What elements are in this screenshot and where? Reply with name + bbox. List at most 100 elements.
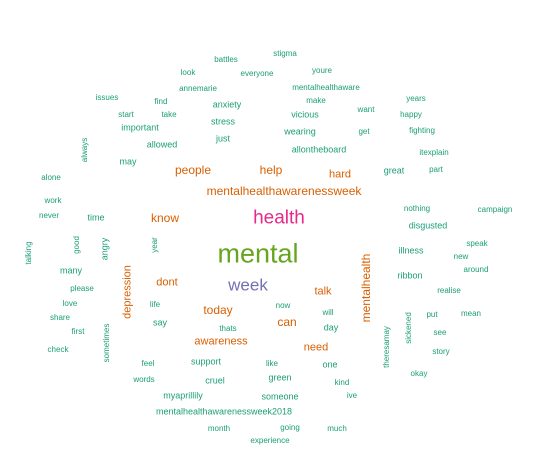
- cloud-word: life: [149, 300, 161, 309]
- cloud-word: never: [38, 211, 60, 220]
- cloud-word: find: [154, 97, 168, 106]
- cloud-word: years: [406, 94, 426, 103]
- cloud-word: time: [87, 212, 105, 223]
- cloud-word: make: [306, 96, 326, 105]
- cloud-word: need: [303, 341, 329, 354]
- cloud-word: put: [426, 310, 438, 319]
- cloud-word: may: [119, 156, 137, 167]
- cloud-word: theresamay: [382, 326, 391, 368]
- cloud-word: vicious: [291, 109, 319, 120]
- cloud-word: fighting: [409, 126, 435, 135]
- cloud-word: see: [433, 328, 447, 337]
- cloud-word: day: [323, 322, 339, 333]
- cloud-word: illness: [398, 245, 424, 256]
- cloud-word: speak: [466, 239, 488, 248]
- cloud-word: ribbon: [397, 270, 423, 281]
- cloud-word: please: [70, 284, 94, 293]
- cloud-word: week: [228, 275, 268, 295]
- cloud-word: start: [118, 110, 134, 119]
- cloud-word: sickened: [404, 312, 413, 344]
- cloud-word: first: [71, 327, 85, 336]
- cloud-word: part: [429, 165, 443, 174]
- cloud-word: support: [190, 356, 222, 367]
- cloud-word: new: [453, 252, 469, 261]
- cloud-word: can: [277, 315, 297, 329]
- cloud-word: just: [215, 133, 231, 144]
- cloud-word: talking: [24, 241, 33, 265]
- cloud-word: angry: [99, 237, 110, 261]
- cloud-word: great: [383, 165, 405, 176]
- cloud-word: happy: [400, 110, 422, 119]
- cloud-word: allontheboard: [291, 144, 347, 155]
- cloud-word: thats: [219, 324, 237, 333]
- cloud-word: one: [322, 359, 338, 370]
- cloud-word: mean: [460, 309, 482, 318]
- cloud-word: love: [62, 299, 78, 308]
- cloud-word: issues: [95, 93, 119, 102]
- cloud-word: ive: [346, 391, 358, 400]
- cloud-word: alone: [41, 173, 61, 182]
- cloud-word: help: [259, 163, 283, 177]
- cloud-word: nothing: [403, 204, 431, 213]
- cloud-word: now: [275, 301, 291, 310]
- cloud-word: wearing: [284, 126, 316, 137]
- cloud-word: share: [49, 313, 71, 322]
- cloud-word: battles: [214, 55, 238, 64]
- cloud-word: kind: [334, 378, 350, 387]
- cloud-word: story: [432, 347, 450, 356]
- cloud-word: like: [265, 359, 279, 368]
- cloud-word: words: [133, 375, 155, 384]
- cloud-word: stress: [210, 116, 236, 127]
- cloud-word: disgusted: [408, 220, 448, 231]
- cloud-word: green: [268, 372, 292, 383]
- cloud-word: myaprillily: [163, 390, 203, 401]
- cloud-word: okay: [410, 369, 428, 378]
- cloud-word: check: [47, 345, 69, 354]
- cloud-word: get: [358, 127, 370, 136]
- cloud-word: people: [174, 163, 212, 177]
- cloud-word: good: [72, 236, 81, 254]
- cloud-word: talk: [314, 285, 332, 298]
- cloud-word: depression: [121, 265, 134, 319]
- cloud-word: everyone: [240, 69, 274, 78]
- cloud-word: around: [463, 265, 489, 274]
- cloud-word: mentalhealthaware: [292, 83, 360, 92]
- cloud-word: sometimes: [102, 323, 111, 363]
- cloud-word: hard: [328, 168, 352, 181]
- cloud-word: many: [59, 265, 83, 276]
- cloud-word: cruel: [205, 375, 225, 386]
- cloud-word: allowed: [146, 139, 178, 150]
- cloud-word: work: [44, 196, 62, 205]
- cloud-word: health: [253, 207, 305, 229]
- cloud-word: mentalhealthawarenessweek: [206, 184, 362, 198]
- cloud-word: will: [322, 308, 334, 317]
- cloud-word: experience: [250, 436, 290, 445]
- cloud-word: going: [280, 423, 300, 432]
- cloud-word: know: [150, 211, 180, 225]
- cloud-word: mentalhealth: [359, 253, 373, 323]
- cloud-word: dont: [156, 276, 178, 289]
- cloud-word: feel: [141, 359, 155, 368]
- cloud-word: realise: [437, 286, 461, 295]
- cloud-word: awareness: [194, 335, 248, 348]
- cloud-word: itexplain: [419, 148, 449, 157]
- cloud-word: campaign: [477, 205, 513, 214]
- cloud-word: want: [357, 105, 375, 114]
- cloud-word: always: [80, 137, 89, 163]
- cloud-word: mentalhealthawarenessweek2018: [155, 406, 293, 417]
- cloud-word: much: [327, 424, 347, 433]
- cloud-word: stigma: [273, 49, 297, 58]
- cloud-word: take: [161, 110, 177, 119]
- cloud-word: year: [150, 237, 159, 253]
- cloud-word: look: [180, 68, 196, 77]
- cloud-word: today: [203, 303, 233, 317]
- cloud-word: annemarie: [179, 84, 217, 93]
- cloud-word: youre: [311, 66, 333, 75]
- cloud-word: mental: [217, 238, 299, 269]
- cloud-word: important: [121, 122, 159, 133]
- cloud-word: say: [152, 317, 168, 328]
- cloud-word: anxiety: [212, 99, 242, 110]
- cloud-word: someone: [261, 391, 299, 402]
- cloud-word: month: [207, 424, 231, 433]
